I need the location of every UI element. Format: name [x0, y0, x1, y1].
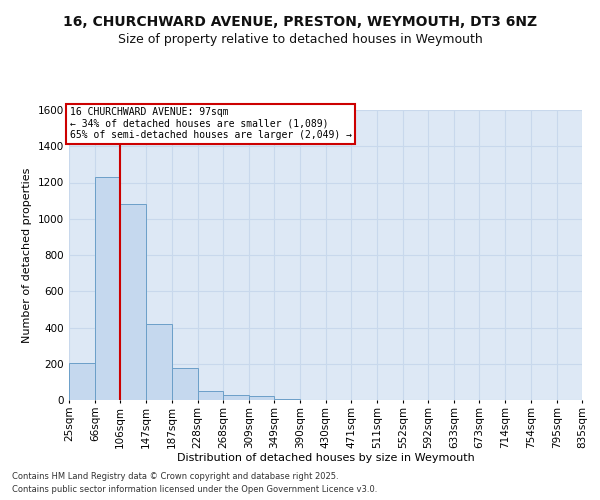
- Bar: [95, 177, 120, 400]
- Text: Size of property relative to detached houses in Weymouth: Size of property relative to detached ho…: [118, 32, 482, 46]
- Text: Contains public sector information licensed under the Open Government Licence v3: Contains public sector information licen…: [12, 485, 377, 494]
- Text: 16 CHURCHWARD AVENUE: 97sqm
← 34% of detached houses are smaller (1,089)
65% of : 16 CHURCHWARD AVENUE: 97sqm ← 34% of det…: [70, 107, 352, 140]
- Y-axis label: Number of detached properties: Number of detached properties: [22, 168, 32, 342]
- Bar: [146, 324, 172, 400]
- Bar: [249, 396, 274, 400]
- X-axis label: Distribution of detached houses by size in Weymouth: Distribution of detached houses by size …: [176, 453, 475, 463]
- Bar: [197, 391, 223, 400]
- Text: Contains HM Land Registry data © Crown copyright and database right 2025.: Contains HM Land Registry data © Crown c…: [12, 472, 338, 481]
- Bar: [69, 363, 95, 400]
- Bar: [120, 204, 146, 400]
- Bar: [172, 368, 197, 400]
- Bar: [223, 396, 249, 400]
- Text: 16, CHURCHWARD AVENUE, PRESTON, WEYMOUTH, DT3 6NZ: 16, CHURCHWARD AVENUE, PRESTON, WEYMOUTH…: [63, 15, 537, 29]
- Bar: [274, 399, 300, 400]
